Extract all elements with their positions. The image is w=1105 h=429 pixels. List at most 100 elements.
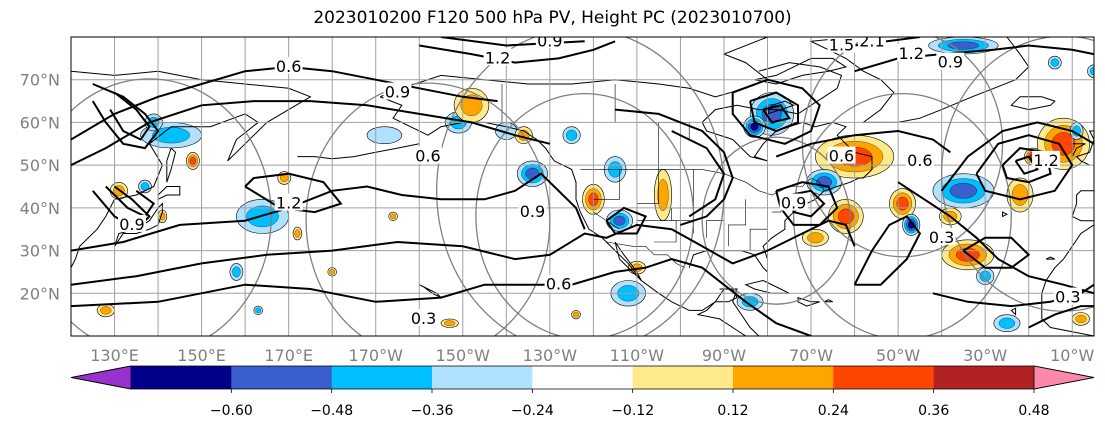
coastline <box>1075 130 1094 166</box>
contour-label-bg <box>274 56 303 74</box>
lat-tick-label: 20°N <box>20 284 60 303</box>
height-contour <box>1014 155 1039 175</box>
colorbar-tick-label: 0.24 <box>818 403 849 419</box>
pv-anomaly <box>1075 314 1087 323</box>
lon-tick-label: 170°E <box>264 346 313 365</box>
height-contour <box>605 206 647 235</box>
map-frame <box>70 36 1095 337</box>
height-contour <box>1001 147 1052 184</box>
range-circles <box>71 37 1094 336</box>
contour-label: 0.6 <box>276 57 301 76</box>
contour-label-bg <box>413 146 442 164</box>
contour-label-bg <box>518 202 547 220</box>
colorbar-extend-low <box>70 365 132 390</box>
latitude-labels: 70°N 60°N 50°N 40°N 30°N 20°N <box>20 71 60 304</box>
contour-label: 0.3 <box>1055 288 1080 307</box>
coastline <box>166 147 177 183</box>
pv-anomaly <box>949 183 978 199</box>
range-circle <box>305 82 551 336</box>
coastline <box>809 37 1030 123</box>
contour-label: 0.9 <box>781 194 806 213</box>
lon-tick-label: 110°W <box>610 346 665 365</box>
contour-label-bg <box>483 48 512 66</box>
contour-label-bg <box>897 44 926 62</box>
lon-tick-label: 150°E <box>177 346 226 365</box>
height-contour <box>775 181 839 226</box>
lon-tick-label: 90°W <box>702 346 746 365</box>
height-contour <box>962 236 1031 269</box>
contour-label-bg <box>1032 150 1061 168</box>
lon-tick-label: 50°W <box>876 346 920 365</box>
pv-anomaly <box>255 307 262 314</box>
contour-label: 2.1 <box>859 31 884 50</box>
coastline <box>1041 224 1094 336</box>
pv-anomaly <box>100 306 112 315</box>
pv-anomaly <box>390 213 396 220</box>
lon-tick-label: 30°W <box>963 346 1007 365</box>
height-contour <box>731 78 821 145</box>
height-contour <box>671 130 726 218</box>
lat-tick-label: 70°N <box>20 71 60 90</box>
border-line <box>580 169 825 196</box>
contour-label-bg <box>535 37 564 49</box>
height-contour <box>615 108 734 226</box>
range-circle <box>475 92 695 336</box>
height-contour <box>71 219 856 286</box>
height-contour <box>71 100 551 166</box>
colorbar-extend-high <box>1033 365 1095 390</box>
border-line <box>728 199 746 247</box>
lon-tick-label: 170°W <box>349 346 404 365</box>
height-contour <box>71 172 586 252</box>
height-contour <box>762 104 791 124</box>
longitude-labels: 130°E 150°E 170°E 170°W 150°W 130°W 110°W 90°W 7… <box>90 346 1094 365</box>
border-line <box>606 241 685 268</box>
contour-label-bg <box>117 214 146 232</box>
contour-label-bg <box>936 52 965 70</box>
range-circle <box>793 92 1012 336</box>
colorbar-tick-label: −0.60 <box>210 403 253 419</box>
contour-label-bg <box>274 193 303 211</box>
contour-label: 0.3 <box>411 309 436 328</box>
contour-label: 1.5 <box>829 36 854 55</box>
height-contour <box>109 91 151 141</box>
contour-label-bg <box>779 193 808 211</box>
colorbar-outline <box>70 365 1095 390</box>
contour-labels: 0.9 1.2 0.6 0.9 0.6 1.2 0.9 0.9 0.6 0.3 0.6 0.9 0.3 1… <box>117 31 1082 328</box>
pv-anomaly <box>896 196 909 211</box>
coastline <box>1010 307 1017 316</box>
lat-tick-label: 60°N <box>20 113 60 132</box>
contour-label: 0.6 <box>546 275 571 294</box>
height-contour <box>91 83 160 150</box>
contour-label: 1.2 <box>1033 151 1058 170</box>
coastline <box>688 62 873 274</box>
lat-tick-label: 30°N <box>20 242 60 261</box>
height-contour <box>749 91 799 133</box>
graticule <box>71 37 1094 336</box>
colorbar-tick-label: −0.36 <box>411 403 454 419</box>
contour-label: 0.9 <box>938 53 963 72</box>
colorbar-bin <box>432 366 533 389</box>
colorbar-bin <box>733 366 834 389</box>
contour-label-bg <box>827 37 856 53</box>
coastline <box>1002 211 1009 218</box>
map-title: 2023010200 F120 500 hPa PV, Height PC (2… <box>313 8 792 28</box>
range-circle <box>801 37 1004 258</box>
pv-anomaly <box>189 156 196 165</box>
colorbar-bin <box>632 366 734 389</box>
pv-anomaly <box>807 232 824 244</box>
lat-tick-label: 40°N <box>20 199 60 218</box>
colorbar-bin <box>532 366 634 389</box>
range-circle <box>701 136 851 305</box>
contour-label: 0.6 <box>907 151 932 170</box>
contour-label-bg <box>544 274 573 292</box>
range-circle <box>71 78 272 336</box>
lon-tick-label: 130°E <box>90 346 139 365</box>
pv-anomaly <box>1050 58 1059 67</box>
contour-label: 0.9 <box>385 83 410 102</box>
lat-tick-label: 50°N <box>20 156 60 175</box>
pv-anomaly <box>1011 184 1029 206</box>
pv-anomaly <box>366 126 403 144</box>
pv-anomaly <box>573 311 579 318</box>
colorbar-tick-label: 0.36 <box>918 403 949 419</box>
